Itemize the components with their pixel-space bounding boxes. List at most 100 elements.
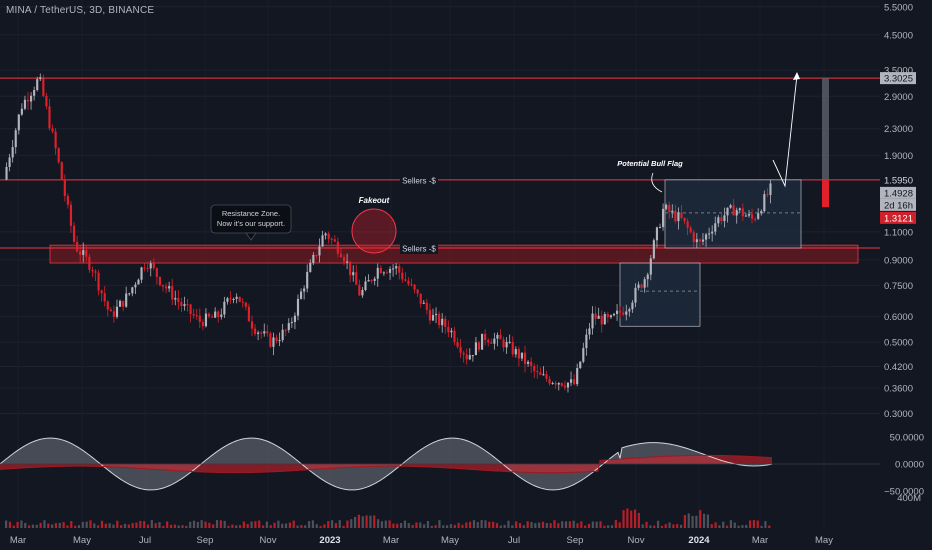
candle-body	[186, 304, 189, 306]
candle-body	[474, 342, 478, 356]
volume-bar	[633, 509, 637, 528]
volume-bar	[545, 523, 548, 528]
volume-bar	[457, 522, 460, 528]
volume-bar	[350, 519, 353, 528]
candle-body	[410, 284, 413, 286]
candle-body	[20, 108, 23, 115]
volume-bar	[714, 522, 717, 528]
candle-body	[545, 374, 548, 379]
candle-body	[195, 315, 198, 317]
volume-bar	[369, 515, 372, 528]
candle-body	[275, 337, 278, 341]
candle-body	[698, 239, 701, 242]
volume-pane	[5, 508, 771, 528]
candle-body	[33, 90, 36, 96]
volume-bar	[200, 520, 203, 528]
volume-bar	[384, 520, 387, 528]
volume-bar	[81, 521, 84, 528]
volume-bar	[12, 525, 15, 528]
x-tick-label: May	[73, 535, 91, 546]
candle-body	[634, 287, 637, 303]
volume-bar	[154, 523, 157, 528]
candle-body	[11, 147, 14, 158]
volume-bar	[35, 524, 38, 528]
volume-bar	[365, 515, 368, 528]
volume-bar	[39, 522, 42, 528]
candle-body	[434, 313, 438, 316]
volume-bar	[438, 520, 441, 528]
candle-body	[238, 296, 241, 302]
volume-bar	[223, 520, 226, 528]
candle-body	[284, 329, 287, 331]
candle-body	[171, 286, 174, 300]
candle-body	[281, 329, 284, 341]
volume-bar	[584, 525, 587, 528]
candle-body	[143, 267, 146, 269]
candle-body	[548, 378, 551, 384]
projection-arrowhead	[793, 72, 800, 80]
volume-bar	[541, 521, 545, 528]
volume-bar	[85, 521, 88, 528]
volume-bar	[699, 510, 702, 528]
candle-body	[640, 284, 643, 288]
volume-bar	[146, 524, 150, 528]
candle-body	[395, 266, 398, 269]
volume-bar	[181, 525, 184, 528]
candle-body	[207, 313, 211, 317]
candle-body	[576, 368, 579, 385]
volume-bar	[756, 520, 759, 528]
volume-bar	[127, 524, 130, 528]
volume-bar	[710, 524, 713, 528]
volume-bar	[572, 520, 575, 528]
volume-bar	[737, 525, 740, 528]
candle-body	[290, 322, 293, 324]
price-label-bottom-bg	[880, 211, 916, 224]
volume-bar	[296, 525, 299, 528]
candle-body	[557, 382, 560, 385]
candle-body	[223, 301, 226, 315]
volume-bar	[729, 520, 733, 528]
volume-bar	[353, 516, 357, 528]
volume-bar	[162, 525, 165, 528]
volume-bar	[131, 523, 134, 528]
candle-body	[425, 302, 428, 310]
candle-body	[278, 340, 281, 342]
candle-body	[306, 271, 309, 289]
annotation-fakeout: Fakeout	[359, 196, 390, 205]
volume-bar	[108, 523, 111, 528]
resistance-zone	[49, 244, 859, 264]
candle-body	[444, 318, 447, 328]
candle-body	[760, 211, 763, 214]
candle-body	[103, 293, 106, 302]
candle-body	[220, 314, 223, 317]
volume-bar	[587, 523, 591, 528]
candle-body	[263, 331, 266, 334]
volume-bar	[484, 520, 487, 528]
volume-bar	[618, 522, 621, 528]
volume-bar	[388, 520, 391, 528]
candle-body	[339, 253, 343, 258]
candle-body	[51, 128, 54, 132]
volume-bar	[622, 510, 625, 528]
price-label-current: 1.4928	[884, 188, 913, 199]
price-label-sellers: 1.5950	[884, 175, 913, 186]
candle-body	[17, 114, 20, 131]
candle-body	[701, 239, 705, 242]
volume-bar	[656, 520, 660, 528]
y-tick-label: 2.9000	[884, 92, 913, 103]
candle-body	[140, 267, 143, 280]
x-tick-label: May	[815, 535, 833, 546]
volume-bar	[281, 523, 284, 528]
volume-bar	[292, 520, 295, 528]
candle-body	[324, 233, 327, 236]
candle-body	[757, 213, 760, 219]
candle-body	[63, 180, 66, 197]
candle-body	[226, 298, 229, 302]
volume-bar	[722, 521, 725, 528]
volume-bar	[645, 521, 648, 528]
measure-bar-up	[822, 78, 829, 180]
candle-body	[769, 183, 772, 195]
annotation-support-line: Resistance Zone.	[222, 209, 280, 218]
candle-body	[505, 341, 508, 348]
